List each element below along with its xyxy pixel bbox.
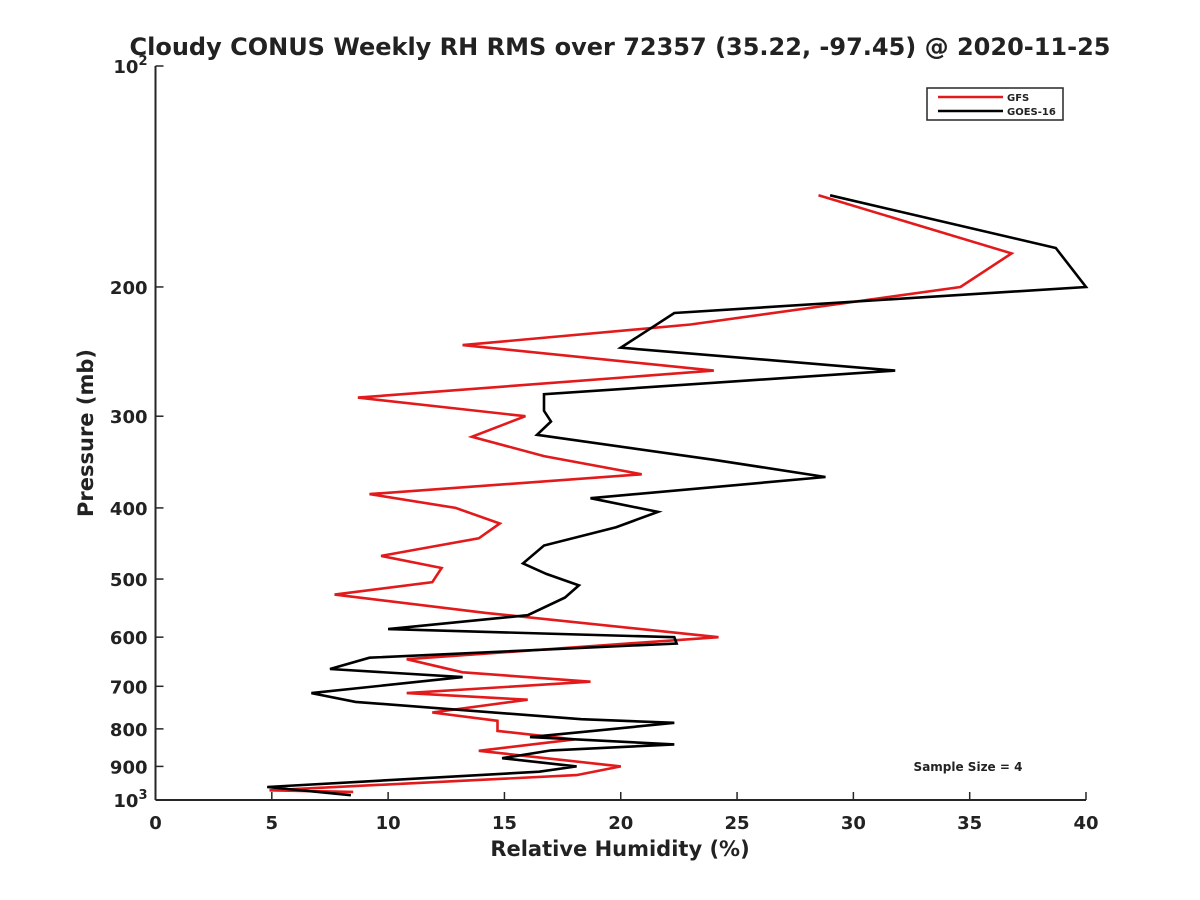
x-tick-label: 10 xyxy=(376,813,401,834)
x-axis-ticks: 0 5 10 15 20 25 30 35 40 xyxy=(149,792,1099,834)
legend-box xyxy=(926,87,1064,121)
y-tick-label: 800 xyxy=(110,720,148,741)
y-axis-ticks: 102 200 300 400 500 600 700 800 900 103 xyxy=(110,54,164,812)
x-axis-label: Relative Humidity (%) xyxy=(490,837,749,861)
x-tick-label: 30 xyxy=(841,813,866,834)
x-tick-label: 15 xyxy=(492,813,517,834)
legend-label-goes16: GOES-16 xyxy=(1007,107,1056,118)
x-tick-label: 25 xyxy=(725,813,750,834)
y-tick-label: 103 xyxy=(113,788,147,812)
y-tick-label: 200 xyxy=(110,278,148,299)
series-line-gfs xyxy=(269,194,1015,794)
x-tick-label: 35 xyxy=(957,813,982,834)
series-line-goes16 xyxy=(267,194,1089,797)
x-tick-label: 20 xyxy=(608,813,633,834)
chart-title: Cloudy CONUS Weekly RH RMS over 72357 (3… xyxy=(130,33,1111,61)
legend-label-gfs: GFS xyxy=(1007,93,1029,104)
x-tick-label: 40 xyxy=(1073,813,1098,834)
series-layer xyxy=(267,194,1089,797)
y-tick-label: 500 xyxy=(110,570,148,591)
y-tick-label: 102 xyxy=(113,54,147,78)
y-tick-label: 900 xyxy=(110,757,148,778)
x-tick-label: 0 xyxy=(149,813,162,834)
y-tick-label: 600 xyxy=(110,628,148,649)
sample-size-annotation: Sample Size = 4 xyxy=(914,760,1023,774)
plot-axes xyxy=(154,66,1086,801)
y-tick-label: 700 xyxy=(110,677,148,698)
y-tick-label: 400 xyxy=(110,499,148,520)
y-tick-label: 300 xyxy=(110,407,148,428)
legend: GFS GOES-16 xyxy=(926,87,1064,121)
y-axis-label: Pressure (mb) xyxy=(74,349,98,517)
x-tick-label: 5 xyxy=(266,813,279,834)
